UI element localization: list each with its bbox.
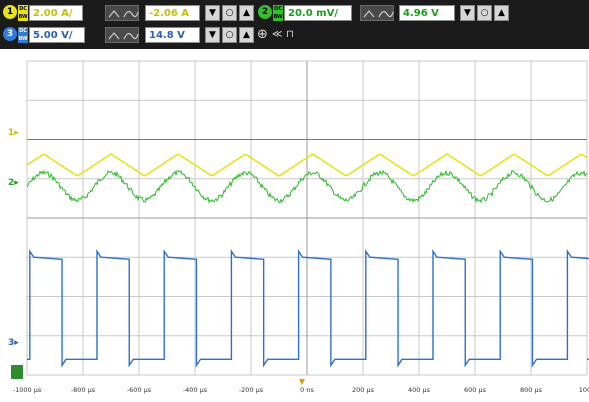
plot-grid [26, 60, 588, 376]
x-tick-label: -800 µs [71, 386, 96, 394]
x-tick-label: 600 µs [464, 386, 487, 394]
trigger-position-icon[interactable] [299, 379, 305, 385]
trace-channel-2 [26, 169, 588, 204]
channel-3-waveform-button[interactable] [105, 27, 139, 43]
channel-2-coupling[interactable]: DC BW [273, 5, 283, 21]
x-tick-label: 200 µs [352, 386, 375, 394]
channel-1-coupling[interactable]: DC BW [18, 5, 28, 21]
channel-2-up-button[interactable]: ▲ [494, 5, 509, 21]
channel-3-badge[interactable]: 3 [3, 27, 17, 41]
channel-toolbar: 1 DC BW 2.00 A/ -2.06 A ▼ ○ ▲ 2 DC BW 20… [0, 0, 589, 49]
x-tick-label: -600 µs [127, 386, 152, 394]
channel-3-zero-button[interactable]: ○ [222, 27, 237, 43]
channel-1-badge[interactable]: 1 [3, 5, 17, 19]
chevron-down-icon: ▼ [209, 8, 216, 18]
prev-icon[interactable]: ≪ [272, 29, 283, 40]
trace-channel-3 [27, 248, 589, 368]
x-tick-label: -400 µs [183, 386, 208, 394]
channel-3-coupling[interactable]: DC BW [18, 27, 28, 43]
chevron-up-icon: ▲ [498, 8, 505, 18]
x-tick-label: 800 µs [520, 386, 543, 394]
channel-1-down-button[interactable]: ▼ [205, 5, 220, 21]
zero-icon: ○ [480, 8, 489, 18]
oscilloscope-display: -1000 µs -800 µs -600 µs -400 µs -200 µs 0 ns… [8, 60, 589, 394]
channel-2-scale-field[interactable]: 20.0 mV/ [284, 5, 352, 21]
channel-1-zero-button[interactable]: ○ [222, 5, 237, 21]
chevron-down-icon: ▼ [464, 8, 471, 18]
toolbar-row-2: 3 DC BW 5.00 V/ 14.8 V ▼ ○ ▲ ⊕ ≪ ⊓ [0, 25, 589, 47]
waveform-icon [108, 10, 139, 18]
channel-1-offset-field[interactable]: -2.06 A [145, 5, 200, 21]
trace-channel-1 [26, 153, 588, 177]
marker-icon[interactable]: ⊓ [286, 29, 294, 40]
channel-1-waveform-button[interactable] [105, 5, 139, 21]
channel-2-down-button[interactable]: ▼ [460, 5, 475, 21]
channel-1-scale-field[interactable]: 2.00 A/ [29, 5, 83, 21]
channel-3-down-button[interactable]: ▼ [205, 27, 220, 43]
x-tick-label: 0 ns [300, 386, 314, 394]
channel-markers: 1▸ 2▸ 3▸ [8, 128, 305, 385]
toolbar-row-1: 1 DC BW 2.00 A/ -2.06 A ▼ ○ ▲ 2 DC BW 20… [0, 3, 589, 25]
channel-2-badge[interactable]: 2 [258, 5, 272, 19]
chevron-down-icon: ▼ [209, 30, 216, 40]
waveform-icon [108, 32, 139, 40]
channel-3-up-button[interactable]: ▲ [239, 27, 254, 43]
x-tick-labels: -1000 µs -800 µs -600 µs -400 µs -200 µs 0 ns… [13, 386, 589, 394]
zero-icon: ○ [225, 8, 234, 18]
channel-3-level-marker[interactable]: 3▸ [8, 338, 19, 348]
channel-3-scale-field[interactable]: 5.00 V/ [29, 27, 85, 43]
channel-2-level-marker[interactable]: 2▸ [8, 178, 19, 188]
channel-1-up-button[interactable]: ▲ [239, 5, 254, 21]
x-tick-label: 400 µs [408, 386, 431, 394]
channel-2-waveform-button[interactable] [360, 5, 394, 21]
scope-plot-area: -1000 µs -800 µs -600 µs -400 µs -200 µs 0 ns… [0, 49, 589, 398]
channel-2-offset-field[interactable]: 4.96 V [399, 5, 455, 21]
channel-3-offset-field[interactable]: 14.8 V [145, 27, 200, 43]
channel-1-level-marker[interactable]: 1▸ [8, 128, 19, 138]
x-tick-label: -1000 µs [13, 386, 42, 394]
channel-2-zero-button[interactable]: ○ [477, 5, 492, 21]
plot-traces [26, 153, 589, 368]
waveform-icon [363, 10, 394, 18]
math-icon[interactable]: ⊕ [257, 27, 268, 42]
x-tick-label: 1000 [579, 386, 589, 394]
trigger-marker[interactable] [11, 365, 23, 379]
zero-icon: ○ [225, 30, 234, 40]
chevron-up-icon: ▲ [243, 30, 250, 40]
chevron-up-icon: ▲ [243, 8, 250, 18]
x-tick-label: -200 µs [239, 386, 264, 394]
